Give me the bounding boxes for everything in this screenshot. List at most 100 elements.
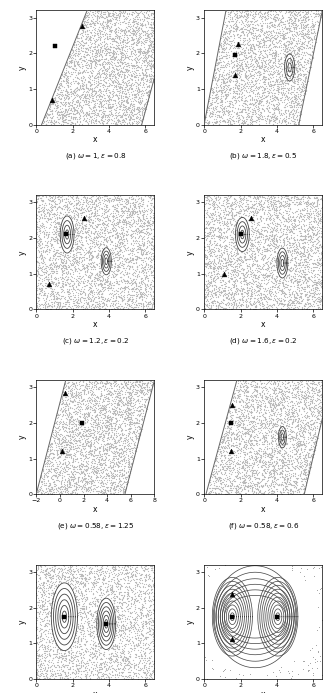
- Point: [80, 80, 85, 91]
- Point: [148, 191, 153, 202]
- Point: [77, 577, 82, 588]
- Point: [304, 73, 309, 84]
- Point: [134, 289, 139, 300]
- Point: [108, 54, 114, 65]
- Point: [104, 23, 110, 34]
- Point: [102, 573, 107, 584]
- Point: [96, 100, 102, 111]
- Point: [262, 414, 267, 426]
- Point: [41, 467, 46, 478]
- Point: [127, 384, 133, 395]
- Point: [48, 286, 53, 297]
- Point: [78, 291, 83, 302]
- Point: [76, 631, 81, 642]
- Point: [297, 439, 303, 450]
- Point: [302, 233, 308, 244]
- Point: [63, 465, 68, 476]
- Point: [114, 262, 119, 273]
- Point: [111, 226, 116, 237]
- Point: [107, 660, 112, 672]
- Point: [306, 291, 312, 302]
- Point: [115, 53, 121, 64]
- Point: [99, 455, 104, 466]
- Point: [42, 116, 47, 127]
- Point: [82, 26, 87, 37]
- Point: [230, 214, 236, 225]
- Point: [273, 405, 279, 416]
- Point: [214, 453, 219, 464]
- Point: [148, 70, 154, 81]
- Point: [99, 485, 104, 496]
- Point: [61, 115, 66, 126]
- Point: [151, 564, 156, 575]
- Point: [223, 104, 228, 115]
- Point: [240, 74, 245, 85]
- Point: [211, 279, 216, 290]
- Point: [245, 461, 251, 472]
- Point: [50, 286, 55, 297]
- Point: [59, 398, 64, 409]
- Point: [264, 272, 269, 283]
- Point: [310, 284, 316, 295]
- Point: [141, 55, 146, 66]
- Point: [123, 95, 129, 106]
- Point: [38, 480, 43, 491]
- Point: [257, 404, 262, 415]
- Point: [269, 383, 274, 394]
- Point: [146, 191, 151, 202]
- Point: [110, 7, 115, 18]
- Point: [89, 44, 95, 55]
- Point: [230, 66, 235, 77]
- Point: [46, 222, 51, 234]
- Point: [238, 30, 243, 42]
- Point: [60, 89, 65, 100]
- Point: [273, 27, 279, 38]
- Point: [234, 51, 239, 62]
- Point: [100, 409, 105, 420]
- Point: [280, 10, 285, 21]
- Point: [247, 114, 252, 125]
- Point: [296, 60, 301, 71]
- Point: [94, 657, 99, 668]
- Point: [247, 480, 252, 491]
- Point: [109, 584, 114, 595]
- Point: [43, 110, 49, 121]
- Point: [275, 76, 280, 87]
- Point: [132, 428, 138, 439]
- Point: [282, 423, 288, 434]
- Point: [211, 85, 216, 96]
- Point: [251, 98, 257, 109]
- Point: [81, 66, 86, 77]
- Point: [253, 78, 259, 89]
- Point: [142, 19, 148, 30]
- Point: [89, 607, 94, 618]
- Point: [141, 103, 147, 114]
- Point: [148, 286, 153, 297]
- Point: [100, 442, 105, 453]
- Point: [316, 621, 321, 632]
- Point: [248, 58, 253, 69]
- Point: [217, 290, 222, 301]
- Point: [281, 49, 286, 60]
- Point: [90, 425, 96, 436]
- Point: [71, 417, 77, 428]
- Point: [148, 303, 154, 314]
- Point: [102, 207, 107, 218]
- Point: [251, 412, 256, 423]
- Point: [224, 472, 229, 483]
- Point: [103, 658, 108, 669]
- Point: [119, 33, 124, 44]
- Point: [302, 253, 307, 264]
- Point: [71, 414, 76, 426]
- Point: [264, 91, 269, 102]
- Point: [257, 116, 262, 127]
- Point: [255, 260, 260, 271]
- Point: [114, 15, 119, 26]
- Point: [36, 271, 41, 282]
- Point: [55, 91, 60, 103]
- Point: [240, 669, 246, 681]
- Point: [120, 290, 126, 301]
- Point: [107, 300, 112, 311]
- Point: [75, 483, 80, 494]
- Point: [41, 211, 47, 222]
